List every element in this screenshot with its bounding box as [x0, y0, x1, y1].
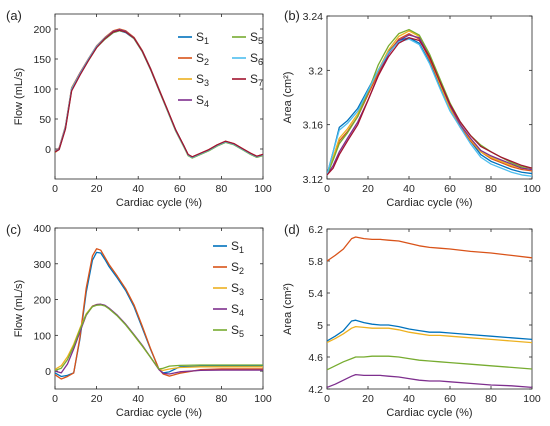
x-tick-label: 40: [132, 183, 144, 195]
series-line-s3: [327, 325, 532, 344]
series-line-s6: [55, 29, 263, 159]
x-tick-label: 100: [523, 183, 541, 195]
y-tick-label: 200: [33, 295, 51, 307]
plot-frame: [54, 227, 264, 390]
series-line-s1: [327, 319, 532, 342]
series-line-s4: [327, 373, 532, 389]
legend-entry: S4: [231, 302, 244, 318]
legend-entry: S6: [250, 51, 263, 67]
legend-entry: S7: [250, 72, 263, 88]
series-line-s7: [55, 29, 263, 158]
chart-panel-b: 0 20 40 60 80 100 3.12 3.16 3.2 3.24 Cardiac cycle…: [282, 8, 541, 209]
y-tick-label: 3.24: [303, 11, 324, 23]
x-axis-label: Cardiac cycle (%): [386, 407, 472, 419]
series-line-s1: [55, 30, 263, 159]
x-tick-label: 20: [91, 393, 103, 405]
legend-entry: S1: [231, 239, 244, 255]
y-tick-label: 150: [33, 54, 51, 66]
series-line-s4: [55, 28, 263, 159]
series-line-s5: [327, 355, 532, 371]
x-tick-label: 60: [174, 393, 186, 405]
y-tick-label: 3.16: [303, 120, 324, 132]
x-tick-label: 80: [216, 183, 228, 195]
x-tick-label: 0: [324, 183, 330, 195]
plot-frame: [326, 228, 533, 390]
x-tick-label: 40: [132, 393, 144, 405]
series-line-s2: [55, 248, 263, 380]
series-line-s5: [55, 304, 263, 372]
y-tick-label: 100: [33, 84, 51, 96]
y-tick-label: 300: [33, 259, 51, 271]
y-tick-label: 5.4: [308, 288, 323, 300]
y-tick-label: 6.2: [308, 224, 323, 236]
series-line-s4: [327, 34, 532, 176]
y-tick-label: 3.12: [303, 174, 324, 186]
y-tick-label: 400: [33, 223, 51, 235]
y-tick-label: 200: [33, 24, 51, 36]
y-axis-label: Flow (mL/s): [13, 280, 25, 337]
series-line-s2: [55, 28, 263, 158]
x-tick-label: 60: [444, 393, 456, 405]
y-tick-label: 0: [45, 144, 51, 156]
x-tick-label: 0: [324, 393, 330, 405]
y-tick-label: 4.6: [308, 352, 323, 364]
x-tick-label: 60: [444, 183, 456, 195]
panel-label: (a): [6, 8, 22, 23]
y-tick-label: 50: [39, 114, 51, 126]
x-tick-label: 40: [403, 393, 415, 405]
series-line-s3: [55, 28, 263, 159]
series-line-s5: [55, 30, 263, 159]
y-tick-label: 0: [45, 366, 51, 378]
series-line-s2: [327, 236, 532, 262]
panel-label: (d): [284, 222, 300, 237]
x-tick-label: 80: [485, 183, 497, 195]
x-tick-label: 0: [52, 393, 58, 405]
panel-label: (c): [6, 222, 21, 237]
x-tick-label: 20: [91, 183, 103, 195]
x-tick-label: 0: [52, 183, 58, 195]
x-tick-label: 20: [362, 393, 374, 405]
y-tick-label: 100: [33, 330, 51, 342]
plot-frame: [54, 13, 264, 180]
chart-panel-a: 0 20 40 60 80 100 0 50 100 150 200 Cardiac cycle (%…: [6, 8, 272, 209]
panel-label: (b): [284, 8, 300, 23]
y-tick-label: 3.2: [308, 65, 323, 77]
series-line-s7: [327, 37, 532, 176]
y-axis-label: Area (cm²): [282, 72, 294, 124]
chart-panel-c: 0 20 40 60 80 100 0 100 200 300 400 Cardiac cycle (…: [6, 222, 272, 419]
series-line-s5: [327, 28, 532, 176]
legend-entry: S2: [231, 260, 244, 276]
legend-entry: S1: [196, 30, 209, 46]
y-axis-label: Flow (mL/s): [13, 68, 25, 125]
x-tick-label: 100: [523, 393, 541, 405]
legend-entry: S3: [196, 72, 209, 88]
x-tick-label: 100: [254, 393, 272, 405]
x-tick-label: 60: [174, 183, 186, 195]
legend-entry: S3: [231, 281, 244, 297]
x-tick-label: 40: [403, 183, 415, 195]
series-line-s3: [327, 30, 532, 176]
x-tick-label: 100: [254, 183, 272, 195]
legend-entry: S5: [250, 30, 263, 46]
y-tick-label: 5.8: [308, 256, 323, 268]
legend-entry: S4: [196, 93, 209, 109]
x-axis-label: Cardiac cycle (%): [386, 197, 472, 209]
y-tick-label: 5: [317, 320, 323, 332]
x-tick-label: 80: [216, 393, 228, 405]
y-tick-label: 4.2: [308, 384, 323, 396]
legend-entry: S5: [231, 323, 244, 339]
series-line-s6: [327, 38, 532, 177]
y-axis-label: Area (cm²): [282, 283, 294, 335]
legend-entry: S2: [196, 51, 209, 67]
plot-frame: [326, 15, 533, 180]
x-tick-label: 80: [485, 393, 497, 405]
x-axis-label: Cardiac cycle (%): [116, 197, 202, 209]
x-tick-label: 20: [362, 183, 374, 195]
x-axis-label: Cardiac cycle (%): [116, 407, 202, 419]
chart-panel-d: 0 20 40 60 80 100 4.2 4.6 5 5.4 5.8 6.2 Cardiac cycl…: [282, 222, 541, 419]
